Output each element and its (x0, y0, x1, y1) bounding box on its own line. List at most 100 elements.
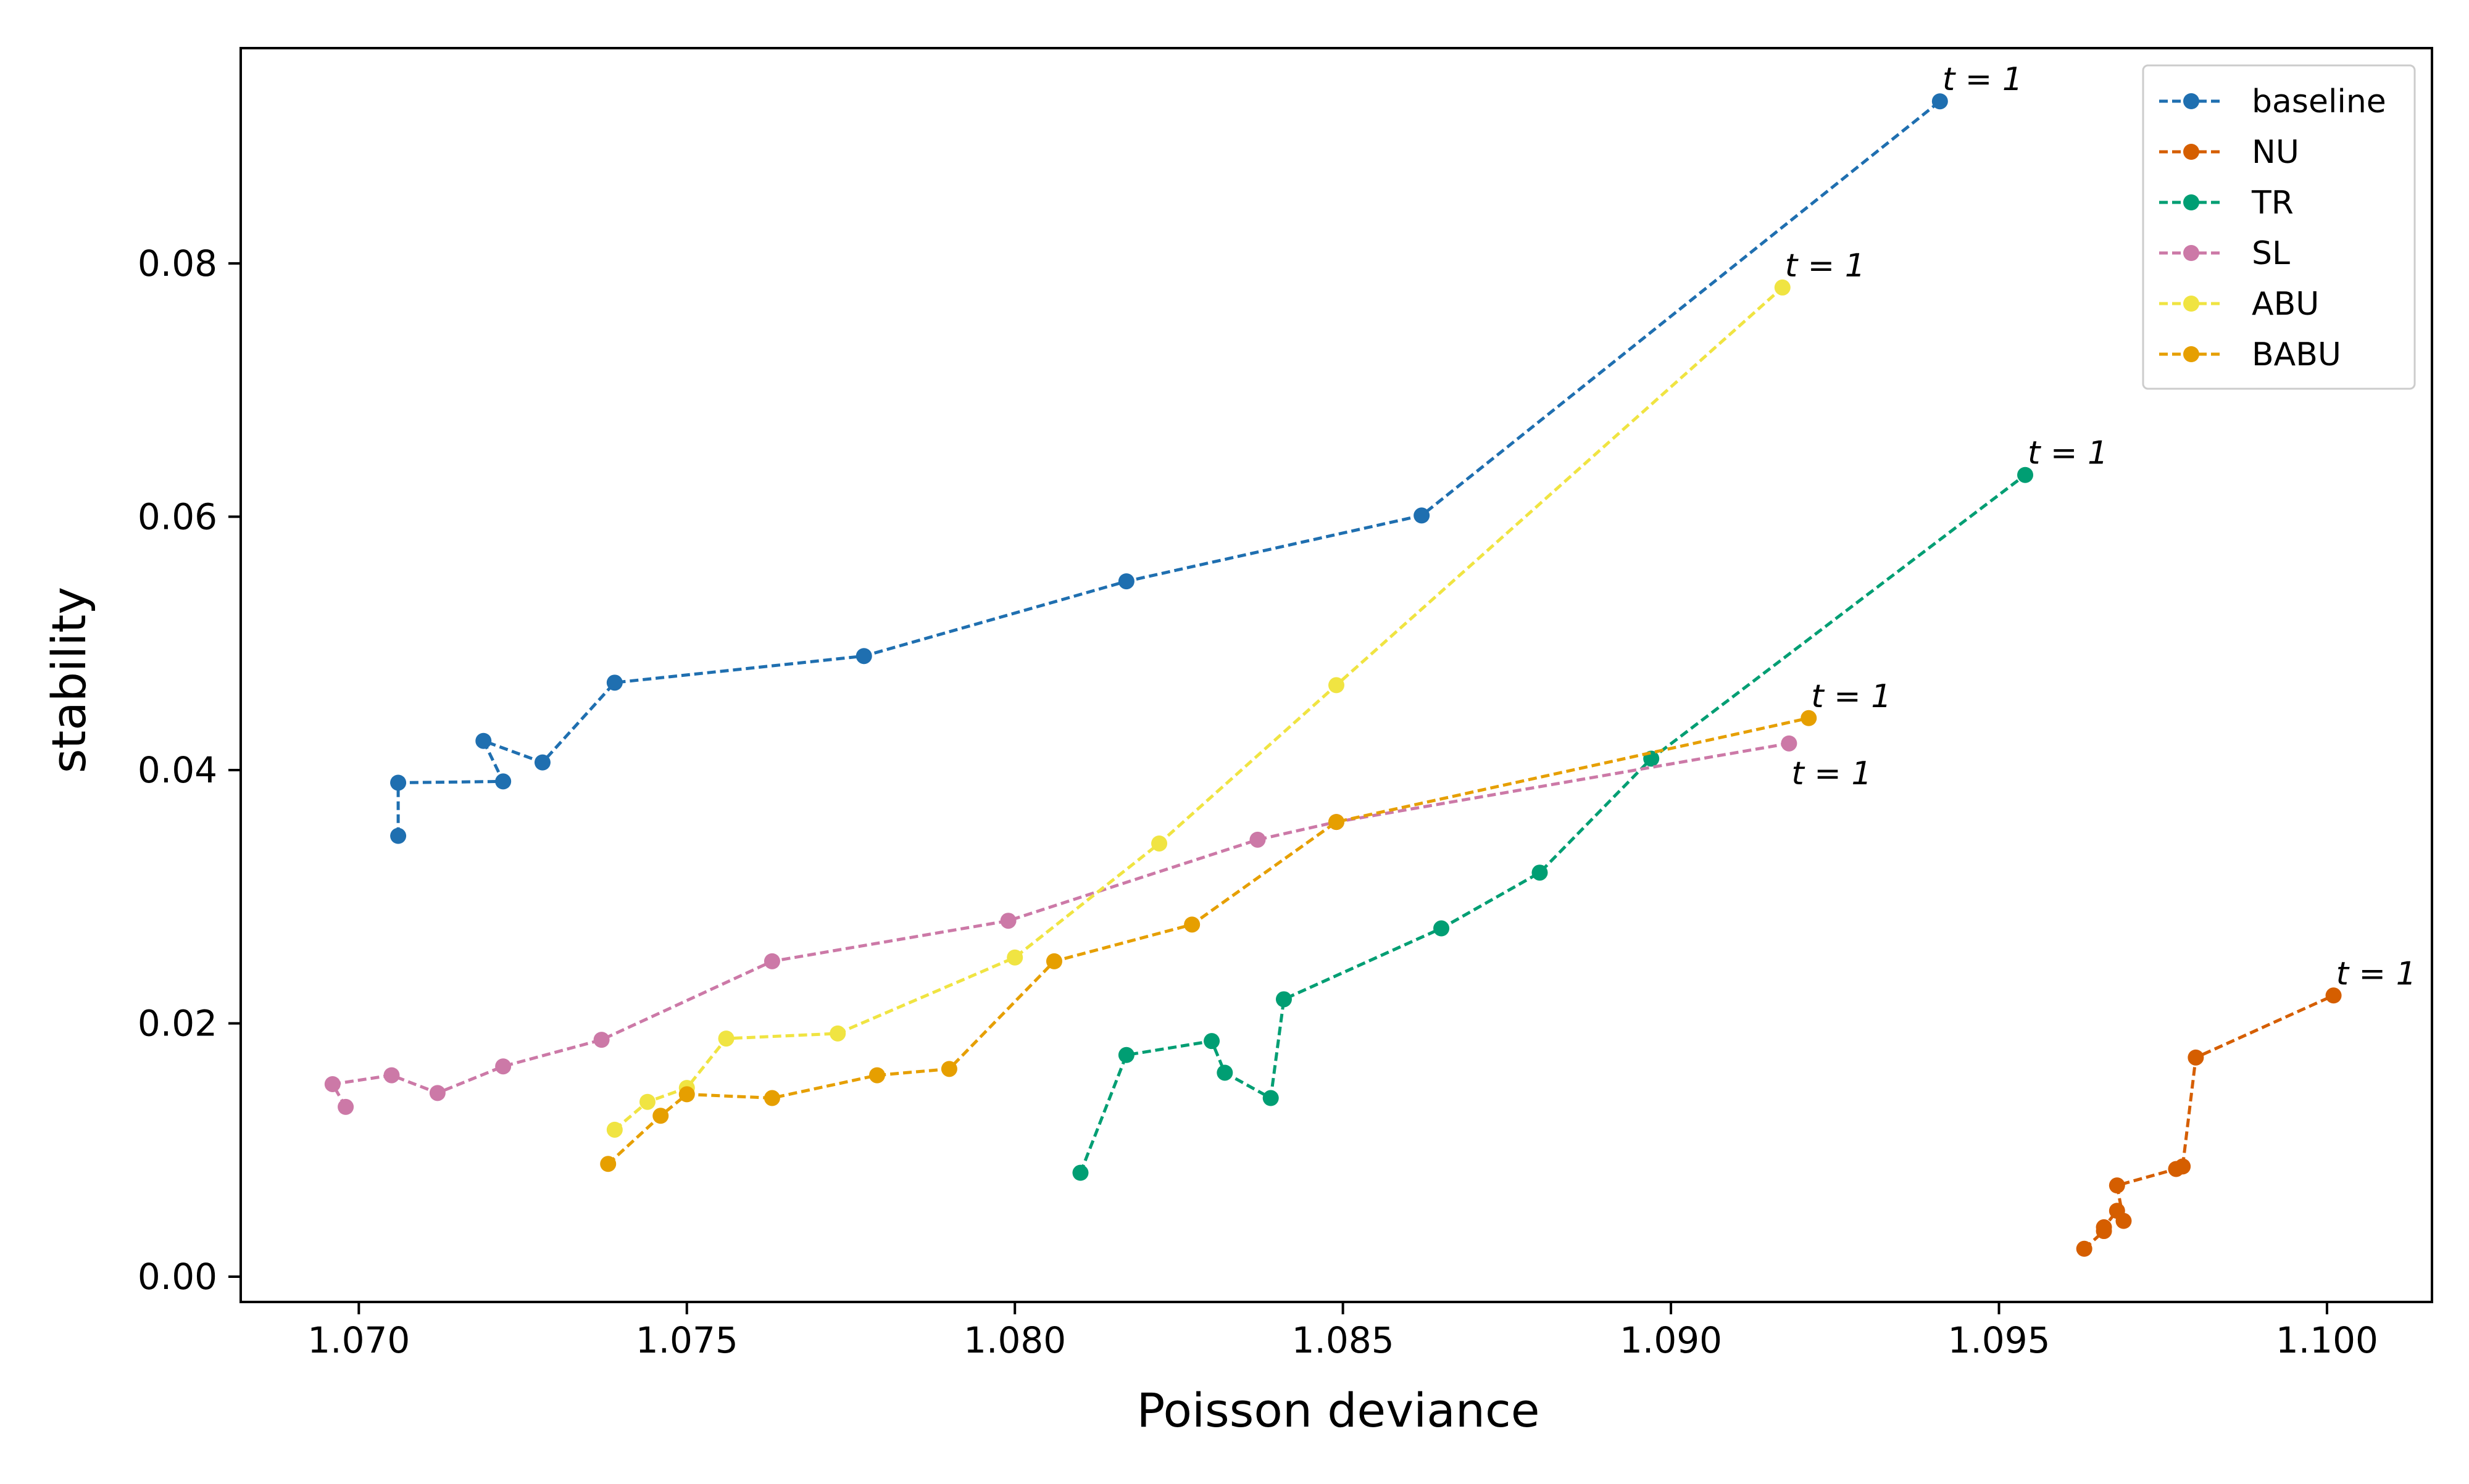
y-tick-label: 0.04 (138, 749, 217, 791)
data-point (718, 1030, 735, 1047)
series-sl (324, 735, 1797, 1115)
legend-label: TR (2251, 184, 2294, 222)
legend-entry: NU (2159, 134, 2299, 171)
legend-entry: TR (2159, 184, 2294, 222)
data-point (2076, 1240, 2092, 1257)
data-point (1931, 93, 1948, 110)
data-point (1072, 1164, 1089, 1181)
legend-label: baseline (2252, 83, 2386, 120)
y-axis-title: stability (41, 587, 96, 773)
data-point (1328, 814, 1344, 831)
data-point (1217, 1064, 1233, 1081)
data-point (495, 773, 512, 790)
legend-marker (2183, 144, 2199, 160)
data-point (1275, 991, 1292, 1008)
data-point (2109, 1177, 2125, 1194)
series-babu (600, 710, 1817, 1172)
data-point (1531, 864, 1548, 881)
x-axis-title: Poisson deviance (1136, 1383, 1539, 1438)
end-label: t = 1 (1942, 61, 2023, 98)
data-point (830, 1025, 846, 1042)
axes: 1.070 1.075 1.080 1.085 1.090 1.095 1.100 0.00 0… (138, 47, 2433, 1361)
data-point (856, 648, 872, 665)
legend-marker (2183, 296, 2199, 312)
series-line (396, 100, 1941, 836)
data-point (1328, 677, 1344, 694)
data-point (639, 1093, 656, 1110)
x-tick-label: 1.090 (1620, 1319, 1722, 1361)
data-point (1204, 1033, 1220, 1050)
data-point (390, 827, 407, 844)
data-point (338, 1098, 354, 1115)
legend-label: ABU (2252, 286, 2319, 323)
data-point (1433, 920, 1450, 937)
data-point (534, 754, 551, 771)
data-point (390, 774, 407, 791)
data-point (475, 732, 492, 749)
data-point (652, 1108, 669, 1124)
x-tick-label: 1.080 (964, 1319, 1066, 1361)
x-tick-label: 1.085 (1292, 1319, 1394, 1361)
end-label: t = 1 (1785, 247, 1865, 284)
data-point (2017, 466, 2034, 483)
y-tick-label: 0.00 (138, 1256, 217, 1298)
x-tick-label: 1.075 (636, 1319, 738, 1361)
data-point (1118, 1047, 1135, 1063)
legend-marker (2183, 346, 2199, 362)
data-point (1118, 573, 1135, 590)
legend-entry: BABU (2159, 336, 2341, 373)
data-point (941, 1061, 957, 1077)
data-point (868, 1067, 885, 1084)
legend-label: BABU (2252, 336, 2341, 373)
data-point (2188, 1049, 2204, 1066)
data-point (324, 1076, 341, 1092)
y-tick-label: 0.06 (138, 495, 217, 537)
data-point (1414, 507, 1430, 524)
data-point (1007, 949, 1023, 966)
data-point (1262, 1090, 1279, 1106)
legend-marker (2183, 194, 2199, 210)
data-point (1046, 953, 1062, 969)
end-label: t = 1 (1791, 755, 1872, 792)
legend: baseline NU TR SL ABU BABU (2142, 64, 2416, 390)
x-tick-label: 1.095 (1947, 1319, 2050, 1361)
data-point (2115, 1212, 2132, 1229)
data-point (429, 1085, 446, 1101)
legend-marker (2183, 93, 2199, 109)
end-label: t = 1 (2028, 435, 2108, 472)
legend-box (2142, 64, 2416, 390)
plot-frame (239, 47, 2433, 1303)
legend-label: NU (2252, 134, 2299, 171)
series-baseline (390, 93, 1948, 844)
data-point (1184, 916, 1201, 933)
legend-marker (2183, 245, 2199, 261)
data-point (1151, 835, 1168, 852)
data-point (2325, 987, 2342, 1004)
data-point (600, 1156, 617, 1172)
data-point (606, 674, 623, 691)
series-line (330, 742, 1789, 1108)
data-point (1801, 710, 1817, 726)
data-point (764, 953, 780, 969)
data-point (383, 1067, 400, 1084)
end-label: t = 1 (1811, 678, 1891, 715)
data-point (1249, 831, 1266, 848)
series-group (324, 93, 2342, 1257)
y-tick-label: 0.08 (138, 242, 217, 284)
series-line (1079, 473, 2026, 1174)
y-tick-label: 0.02 (138, 1002, 217, 1044)
legend-entry: SL (2159, 235, 2290, 272)
x-tick-label: 1.070 (307, 1319, 410, 1361)
data-point (2096, 1219, 2112, 1235)
series-abu (606, 279, 1791, 1138)
data-point (1000, 913, 1017, 929)
legend-label: SL (2252, 235, 2290, 272)
data-point (678, 1086, 695, 1103)
end-labels: t = 1 t = 1 t = 1 t = 1 t = 1 t = 1 (1785, 61, 2417, 992)
x-tick-label: 1.100 (2276, 1319, 2378, 1361)
legend-entry: baseline (2159, 83, 2386, 120)
data-point (606, 1121, 623, 1138)
